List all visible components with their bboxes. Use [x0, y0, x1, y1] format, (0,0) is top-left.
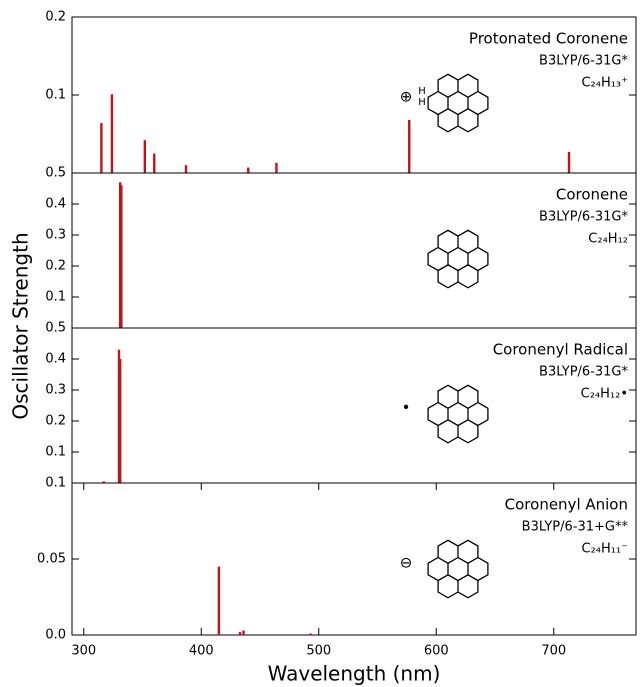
y-tick-label: 0.0 [45, 628, 66, 643]
formula: C₂₄H₁₂• [581, 387, 628, 402]
y-tick-label: 0.3 [45, 383, 66, 398]
method: B3LYP/6-31+G** [522, 520, 629, 535]
atom-label: H [418, 86, 426, 97]
y-tick-label: 0.2 [45, 259, 66, 274]
panel-title: Coronene [556, 186, 628, 204]
bar [153, 153, 156, 173]
charge-marker: ⊕ [400, 88, 413, 106]
formula: C₂₄H₁₂ [588, 232, 628, 247]
y-tick-label: 0.2 [45, 10, 66, 25]
charge-marker: ⊖ [400, 554, 413, 572]
x-tick-label: 400 [189, 644, 214, 659]
y-tick-label: 0.5 [45, 321, 66, 336]
bar [184, 165, 188, 173]
y-tick-label: 0.4 [45, 352, 66, 367]
y-tick-label: 0.1 [45, 88, 66, 103]
y-tick-label: 0.3 [45, 228, 66, 243]
y-tick-label: 0.5 [45, 166, 66, 181]
charge-marker: • [402, 399, 411, 417]
bar [100, 123, 103, 173]
y-tick-label: 0.4 [45, 197, 66, 212]
molecule [427, 539, 489, 599]
molecule [427, 384, 489, 444]
bar [247, 167, 250, 173]
method: B3LYP/6-31G* [539, 54, 628, 69]
x-tick-label: 300 [71, 644, 96, 659]
y-tick-label: 0.1 [45, 290, 66, 305]
bar [275, 162, 278, 173]
bar [118, 359, 122, 483]
x-tick-label: 500 [306, 644, 331, 659]
molecule [427, 229, 489, 289]
bar [217, 566, 221, 635]
y-tick-label: 0.05 [37, 552, 66, 567]
y-tick-label: 0.1 [45, 476, 66, 491]
bar [309, 633, 312, 635]
molecule [427, 73, 489, 133]
y-axis-label: Oscillator Strength [9, 232, 33, 419]
atom-label: H [418, 97, 426, 108]
method: B3LYP/6-31G* [539, 210, 628, 225]
bar [242, 630, 245, 635]
bar [238, 631, 242, 635]
bar [110, 94, 114, 173]
formula: C₂₄H₁₃⁺ [581, 76, 628, 91]
x-tick-label: 700 [541, 644, 566, 659]
bar [120, 185, 123, 328]
formula: C₂₄H₁₁⁻ [581, 542, 628, 557]
panel-title: Coronenyl Radical [493, 341, 628, 359]
bar [567, 151, 571, 173]
bar [102, 481, 105, 483]
panel-title: Protonated Coronene [469, 30, 628, 48]
panel-title: Coronenyl Anion [505, 496, 628, 514]
x-axis-label: Wavelength (nm) [268, 662, 441, 686]
bar [143, 140, 147, 173]
bar [408, 119, 411, 173]
x-tick-label: 600 [424, 644, 449, 659]
panel-frame [71, 172, 637, 329]
y-tick-label: 0.1 [45, 445, 66, 460]
method: B3LYP/6-31G* [539, 365, 628, 380]
y-tick-label: 0.2 [45, 414, 66, 429]
